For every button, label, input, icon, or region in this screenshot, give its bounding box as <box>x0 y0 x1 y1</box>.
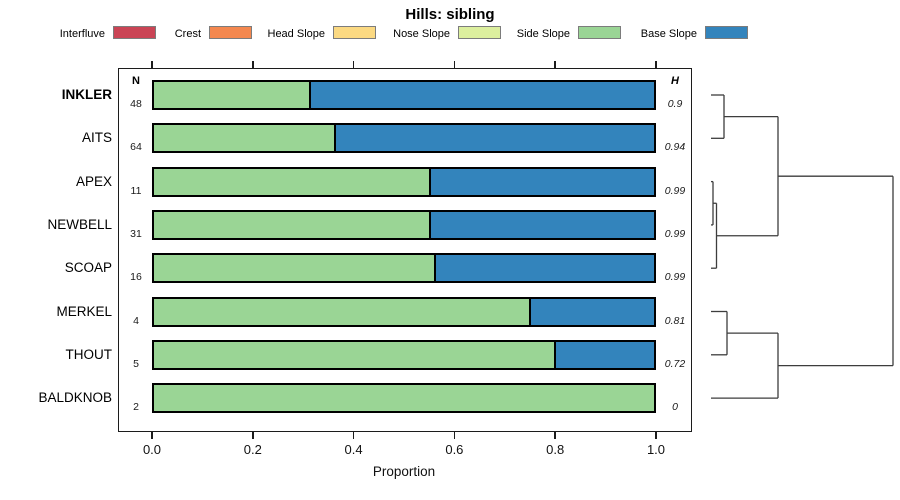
side-slope-segment <box>154 211 429 238</box>
h-value: 0.9 <box>667 98 683 110</box>
base-slope-segment <box>434 255 654 282</box>
bottom-axis-tick <box>252 432 254 439</box>
base-slope-segment <box>554 341 654 368</box>
side-slope-segment <box>154 298 529 325</box>
top-axis-tick <box>151 61 153 68</box>
x-tick-label: 0.2 <box>243 442 262 457</box>
legend-swatch <box>333 26 376 39</box>
row-label: INKLER <box>61 87 112 102</box>
row-label: SCOAP <box>64 260 112 276</box>
base-slope-segment <box>334 125 654 152</box>
base-slope-segment <box>429 211 654 238</box>
top-axis-tick <box>252 61 254 68</box>
top-axis-tick <box>453 61 456 68</box>
row-label: MERKEL <box>56 303 112 319</box>
n-value: 64 <box>130 141 142 154</box>
bottom-axis-tick <box>151 432 153 439</box>
n-value: 5 <box>133 357 139 370</box>
legend-label: Side Slope <box>516 28 570 40</box>
legend-swatch <box>578 26 621 39</box>
bottom-axis-tick <box>655 432 657 439</box>
bottom-axis-tick <box>554 432 556 439</box>
chart-title: Hills: sibling <box>405 6 495 23</box>
n-value: 31 <box>130 227 142 240</box>
h-value: 0.99 <box>664 184 686 197</box>
stacked-bar <box>152 296 656 327</box>
legend-label: Interfluve <box>59 28 105 40</box>
legend-swatch <box>705 26 748 39</box>
base-slope-segment <box>529 298 654 325</box>
stacked-bar <box>152 383 656 414</box>
top-axis-tick <box>554 61 556 68</box>
h-value: 0.99 <box>664 271 686 284</box>
n-value: 16 <box>130 271 142 284</box>
legend-swatch <box>209 26 252 39</box>
row-label: NEWBELL <box>47 216 112 232</box>
stacked-bar <box>152 166 656 197</box>
stacked-bar <box>152 339 656 370</box>
h-value: 0.72 <box>664 357 686 370</box>
stacked-bar <box>152 80 656 110</box>
h-value: 0.99 <box>664 227 686 240</box>
base-slope-segment <box>309 82 654 108</box>
top-axis-tick <box>655 61 657 68</box>
side-slope-segment <box>154 125 334 152</box>
n-value: 4 <box>133 314 139 327</box>
side-slope-segment <box>154 168 429 195</box>
stacked-bar <box>152 253 656 284</box>
x-tick-label: 1.0 <box>646 442 666 457</box>
x-tick-label: 0.0 <box>142 442 162 457</box>
legend-label: Nose Slope <box>393 28 450 40</box>
base-slope-segment <box>429 168 654 195</box>
side-slope-segment <box>154 341 554 368</box>
row-label: APEX <box>75 173 112 189</box>
legend-label: Crest <box>174 28 201 40</box>
side-slope-segment <box>154 385 654 412</box>
top-axis-tick <box>352 61 355 68</box>
row-label: AITS <box>81 130 112 146</box>
h-value: 0.81 <box>664 314 686 327</box>
n-column-header: N <box>132 75 140 87</box>
legend-label: Base Slope <box>640 28 697 40</box>
n-value: 2 <box>133 401 139 414</box>
legend-label: Head Slope <box>267 28 326 40</box>
bottom-axis-tick <box>352 432 355 439</box>
side-slope-segment <box>154 82 309 108</box>
n-value: 11 <box>130 184 142 197</box>
bottom-axis-tick <box>453 432 456 439</box>
stacked-bar <box>152 209 656 240</box>
h-column-header: H <box>671 75 679 87</box>
h-value: 0 <box>672 401 678 414</box>
h-value: 0.94 <box>664 141 686 154</box>
row-label: BALDKNOB <box>38 390 112 406</box>
stacked-bar <box>152 123 656 154</box>
n-value: 48 <box>130 98 142 110</box>
legend-swatch <box>113 26 156 39</box>
row-label: THOUT <box>65 346 113 362</box>
x-tick-label: 0.4 <box>344 442 363 457</box>
x-tick-label: 0.8 <box>546 442 565 457</box>
x-axis-label: Proportion <box>372 464 436 479</box>
side-slope-segment <box>154 255 434 282</box>
x-tick-label: 0.6 <box>445 442 464 457</box>
legend-swatch <box>458 26 501 39</box>
